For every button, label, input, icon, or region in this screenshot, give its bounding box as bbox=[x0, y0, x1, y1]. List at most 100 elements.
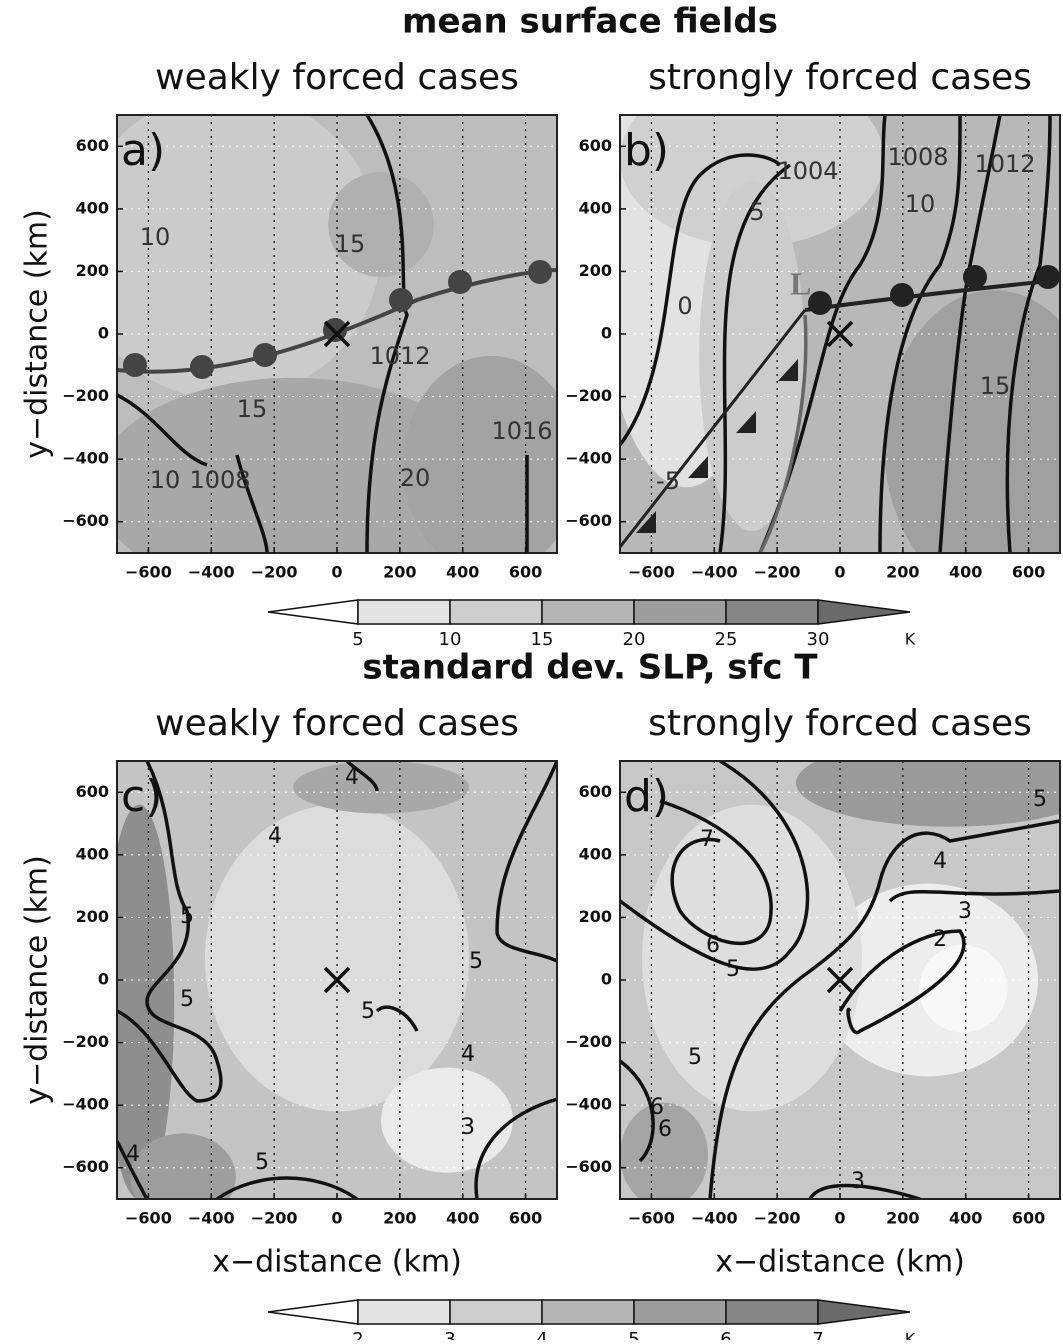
panel-title: strongly forced cases bbox=[648, 57, 1032, 98]
contour-label: 10 bbox=[140, 223, 171, 251]
contour-line bbox=[718, 163, 792, 553]
contour-label: 15 bbox=[980, 372, 1011, 400]
colorbar-segment bbox=[633, 599, 727, 625]
x-tick-label: 200 bbox=[383, 1209, 416, 1228]
colorbar-segment bbox=[817, 1299, 911, 1325]
contour-line bbox=[117, 393, 208, 467]
y-tick-label: 0 bbox=[601, 324, 612, 343]
front-symbol bbox=[253, 343, 277, 367]
contour-line bbox=[117, 1140, 149, 1199]
y-tick-label: 600 bbox=[579, 136, 612, 155]
y-tick-label: −200 bbox=[565, 386, 612, 405]
colorbar-segment bbox=[267, 1299, 359, 1325]
center-marker bbox=[826, 320, 854, 348]
contour-label: 4 bbox=[268, 824, 282, 849]
colorbar-segment bbox=[357, 1299, 451, 1325]
x-tick-label: 400 bbox=[446, 563, 479, 582]
contour-line bbox=[375, 1005, 419, 1032]
contour-label: 1008 bbox=[189, 466, 250, 494]
colorbar-segment bbox=[541, 599, 635, 625]
contour-line bbox=[474, 1097, 557, 1199]
contour-label: 1004 bbox=[777, 157, 838, 185]
colorbar-tick-label: 5 bbox=[352, 629, 363, 650]
contour-label: 5 bbox=[1033, 787, 1047, 812]
shading bbox=[130, 1133, 236, 1199]
contour-line bbox=[878, 115, 962, 553]
center-marker bbox=[323, 966, 351, 994]
front-symbol bbox=[123, 353, 147, 377]
colorbar-tick-label: 20 bbox=[623, 629, 646, 650]
front-symbol bbox=[808, 291, 832, 315]
contour-label: 4 bbox=[933, 849, 947, 874]
x-tick-label: −600 bbox=[125, 563, 172, 582]
front-symbol bbox=[1036, 265, 1060, 289]
y-tick-label: −600 bbox=[62, 1157, 109, 1176]
panel-label: b) bbox=[624, 125, 669, 176]
contour-label: 4 bbox=[461, 1042, 475, 1067]
contour-line bbox=[838, 929, 966, 1035]
contour-label: 5 bbox=[469, 949, 483, 974]
shading bbox=[796, 761, 1060, 827]
shading bbox=[620, 115, 884, 247]
contour-line bbox=[620, 153, 782, 447]
contour-label: 5 bbox=[255, 1150, 269, 1175]
colorbar-segment bbox=[725, 1299, 819, 1325]
panel bbox=[620, 115, 1060, 553]
y-tick-label: 0 bbox=[98, 324, 109, 343]
contour-label: 15 bbox=[335, 230, 366, 258]
x-tick-label: −200 bbox=[754, 563, 801, 582]
y-tick-label: −400 bbox=[565, 449, 612, 468]
x-tick-label: 0 bbox=[331, 563, 342, 582]
contour-label: 4 bbox=[345, 765, 359, 790]
colorbar-segment bbox=[357, 599, 451, 625]
y-tick-label: −600 bbox=[62, 511, 109, 530]
y-tick-label: 200 bbox=[579, 261, 612, 280]
y-tick-label: −200 bbox=[62, 386, 109, 405]
contour-line bbox=[758, 115, 887, 553]
x-tick-label: 200 bbox=[383, 563, 416, 582]
center-marker bbox=[323, 320, 351, 348]
x-tick-label: 0 bbox=[331, 1209, 342, 1228]
colorbar-tick-label: 7 bbox=[812, 1329, 823, 1340]
contour-label: 0 bbox=[677, 292, 692, 320]
y-tick-label: −400 bbox=[62, 449, 109, 468]
colorbar-segment bbox=[725, 599, 819, 625]
x-tick-label: −400 bbox=[691, 1209, 738, 1228]
shading bbox=[919, 944, 1008, 1033]
colorbar-unit: K bbox=[905, 1330, 916, 1341]
contour-label: 4 bbox=[126, 1142, 140, 1167]
contour-label: 5 bbox=[180, 987, 194, 1012]
y-axis-label: y−distance (km) bbox=[20, 855, 55, 1105]
colorbar-tick-label: 2 bbox=[352, 1329, 363, 1340]
y-tick-label: 400 bbox=[579, 198, 612, 217]
y-tick-label: 200 bbox=[76, 261, 109, 280]
colorbar-tick-label: 6 bbox=[720, 1329, 731, 1340]
colorbar-segment bbox=[633, 1299, 727, 1325]
contour-line bbox=[215, 1176, 359, 1199]
figure-title: standard dev. SLP, sfc T bbox=[362, 648, 818, 688]
contour-label: 5 bbox=[180, 904, 194, 929]
contour-label: 6 bbox=[650, 1095, 664, 1120]
x-tick-label: −200 bbox=[754, 1209, 801, 1228]
contour-label: -5 bbox=[656, 467, 680, 495]
contour-line bbox=[1005, 115, 1052, 553]
y-tick-label: 400 bbox=[76, 844, 109, 863]
y-tick-label: 400 bbox=[76, 198, 109, 217]
colorbar-tick-label: 15 bbox=[531, 629, 554, 650]
center-marker bbox=[826, 966, 854, 994]
contour-label: 1008 bbox=[887, 143, 948, 171]
occluded-front bbox=[758, 314, 808, 553]
colorbar-tick-label: 10 bbox=[439, 629, 462, 650]
colorbar-segment bbox=[541, 1299, 635, 1325]
contour-line bbox=[235, 454, 269, 553]
contour-label: 2 bbox=[933, 927, 947, 952]
x-tick-label: 600 bbox=[1012, 1209, 1045, 1228]
x-tick-label: −600 bbox=[628, 563, 675, 582]
contour-label: 3 bbox=[461, 1115, 475, 1140]
y-tick-label: −200 bbox=[565, 1032, 612, 1051]
x-tick-label: −200 bbox=[251, 563, 298, 582]
y-tick-label: 400 bbox=[579, 844, 612, 863]
contour-label: 3 bbox=[958, 899, 972, 924]
contour-label: 1012 bbox=[369, 342, 430, 370]
